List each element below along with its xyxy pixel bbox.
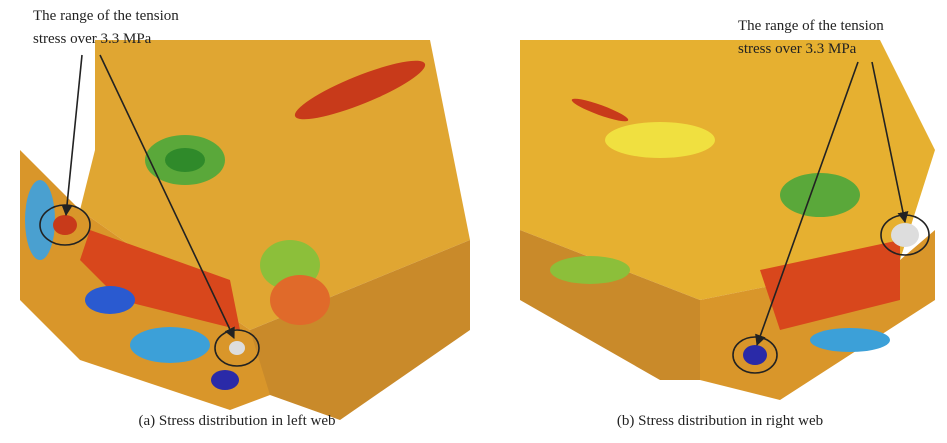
right-model	[520, 40, 935, 400]
caption: (b) Stress distribution in right web	[617, 413, 823, 429]
left-model	[20, 40, 470, 420]
annotation-line: stress over 3.3 MPa	[33, 31, 152, 47]
annotation-line: The range of the tension	[33, 8, 179, 24]
annotation-line: stress over 3.3 MPa	[738, 41, 857, 57]
caption: (a) Stress distribution in left web	[138, 413, 335, 429]
annotation-line: The range of the tension	[738, 18, 884, 34]
figure: The range of the tension stress over 3.3…	[0, 0, 947, 443]
figure-canvas: The range of the tension stress over 3.3…	[0, 0, 947, 443]
